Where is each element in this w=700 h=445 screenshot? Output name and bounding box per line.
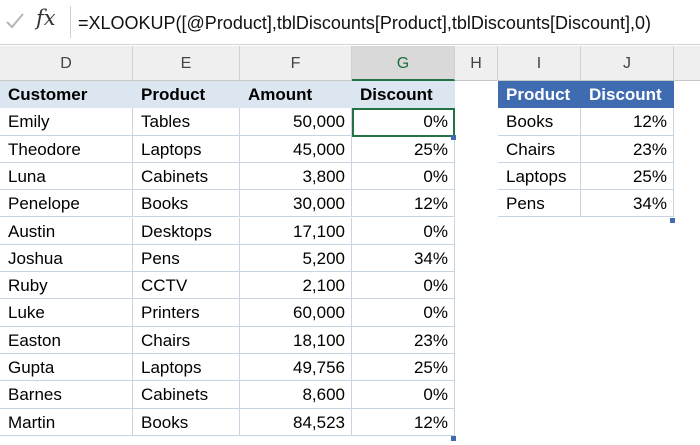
- header-amount[interactable]: Amount: [240, 81, 352, 109]
- column-header-g[interactable]: G: [352, 46, 455, 81]
- table-row: Austin Desktops 17,100 0%: [0, 217, 700, 245]
- cell-amount[interactable]: 30,000: [240, 190, 352, 218]
- cell-discount[interactable]: 25%: [352, 354, 455, 382]
- cell-amount[interactable]: 60,000: [240, 299, 352, 327]
- cell-discount[interactable]: 25%: [352, 135, 455, 163]
- discounts-cell-discount[interactable]: 12%: [581, 108, 674, 136]
- cell-product[interactable]: Laptops: [133, 135, 240, 163]
- formula-separator: [70, 6, 71, 38]
- table-resize-handle[interactable]: [451, 436, 456, 441]
- formula-controls: fx: [0, 0, 72, 45]
- header-product[interactable]: Product: [133, 81, 240, 109]
- cell-amount[interactable]: 84,523: [240, 408, 352, 436]
- fill-handle[interactable]: [451, 135, 456, 140]
- cell-product[interactable]: Tables: [133, 108, 240, 136]
- cell-customer[interactable]: Luna: [0, 162, 133, 191]
- cell-discount[interactable]: 12%: [352, 408, 455, 436]
- cell-discount[interactable]: 0%: [352, 162, 455, 191]
- table-row: Easton Chairs 18,100 23%: [0, 326, 700, 354]
- table-row: Penelope Books 30,000 12%: [0, 190, 700, 218]
- cell-discount[interactable]: 0%: [352, 381, 455, 409]
- header-discount[interactable]: Discount: [352, 81, 455, 109]
- cell-customer[interactable]: Luke: [0, 299, 133, 327]
- table-row: Ruby CCTV 2,100 0%: [0, 272, 700, 300]
- spreadsheet-grid: Customer Product Amount Discount Product…: [0, 81, 700, 445]
- cell-amount[interactable]: 18,100: [240, 326, 352, 354]
- cell-amount[interactable]: 8,600: [240, 381, 352, 409]
- cell-customer[interactable]: Penelope: [0, 190, 133, 218]
- cell-customer[interactable]: Theodore: [0, 135, 133, 163]
- cell-discount[interactable]: 0%: [352, 108, 455, 136]
- discounts-cell-discount[interactable]: 34%: [581, 190, 674, 218]
- cell-customer[interactable]: Gupta: [0, 354, 133, 382]
- cell-product[interactable]: Cabinets: [133, 162, 240, 191]
- column-header-h[interactable]: H: [455, 46, 498, 81]
- formula-input[interactable]: =XLOOKUP([@Product],tblDiscounts[Product…: [78, 13, 652, 33]
- column-header-f[interactable]: F: [240, 46, 352, 81]
- cell-amount[interactable]: 50,000: [240, 108, 352, 136]
- discounts-cell-discount[interactable]: 23%: [581, 135, 674, 163]
- cell-discount[interactable]: 12%: [352, 190, 455, 218]
- table-row: Martin Books 84,523 12%: [0, 408, 700, 436]
- cell-product[interactable]: Printers: [133, 299, 240, 327]
- cell-amount[interactable]: 2,100: [240, 272, 352, 300]
- table-row: Barnes Cabinets 8,600 0%: [0, 381, 700, 409]
- check-icon[interactable]: [4, 10, 26, 32]
- discounts-table-resize-handle[interactable]: [670, 218, 675, 223]
- discounts-header-product[interactable]: Product: [498, 81, 581, 109]
- cell-customer[interactable]: Barnes: [0, 381, 133, 409]
- table-row: Gupta Laptops 49,756 25%: [0, 354, 700, 382]
- formula-bar: fx =XLOOKUP([@Product],tblDiscounts[Prod…: [0, 0, 700, 45]
- discounts-cell-product[interactable]: Chairs: [498, 135, 581, 163]
- insert-function-icon[interactable]: fx: [36, 6, 56, 30]
- cell-customer[interactable]: Emily: [0, 108, 133, 136]
- cell-product[interactable]: Laptops: [133, 354, 240, 382]
- column-header-e[interactable]: E: [133, 46, 240, 81]
- cell-amount[interactable]: 17,100: [240, 217, 352, 245]
- column-header-d[interactable]: D: [0, 46, 133, 81]
- cell-product[interactable]: Chairs: [133, 326, 240, 354]
- cell-customer[interactable]: Easton: [0, 326, 133, 354]
- cell-product[interactable]: Desktops: [133, 217, 240, 245]
- cell-amount[interactable]: 3,800: [240, 162, 352, 191]
- table-row: Joshua Pens 5,200 34%: [0, 244, 700, 273]
- cell-customer[interactable]: Ruby: [0, 272, 133, 300]
- discounts-cell-product[interactable]: Laptops: [498, 162, 581, 191]
- cell-discount[interactable]: 23%: [352, 326, 455, 354]
- discounts-cell-discount[interactable]: 25%: [581, 162, 674, 191]
- cell-product[interactable]: Pens: [133, 244, 240, 273]
- column-header-j[interactable]: J: [581, 46, 674, 81]
- table-row: Theodore Laptops 45,000 25%: [0, 135, 700, 163]
- column-header-i[interactable]: I: [498, 46, 581, 81]
- discounts-cell-product[interactable]: Books: [498, 108, 581, 136]
- table-row: Emily Tables 50,000 0%: [0, 108, 700, 136]
- cell-customer[interactable]: Joshua: [0, 244, 133, 273]
- sales-table-header-row: Customer Product Amount Discount Product…: [0, 81, 700, 109]
- header-customer[interactable]: Customer: [0, 81, 133, 109]
- cell-amount[interactable]: 45,000: [240, 135, 352, 163]
- cell-customer[interactable]: Martin: [0, 408, 133, 436]
- cell-discount[interactable]: 0%: [352, 272, 455, 300]
- cell-customer[interactable]: Austin: [0, 217, 133, 245]
- cell-product[interactable]: Books: [133, 408, 240, 436]
- cell-amount[interactable]: 5,200: [240, 244, 352, 273]
- table-row: Luke Printers 60,000 0%: [0, 299, 700, 327]
- cell-discount[interactable]: 34%: [352, 244, 455, 273]
- cell-product[interactable]: Books: [133, 190, 240, 218]
- cell-product[interactable]: Cabinets: [133, 381, 240, 409]
- table-row: Luna Cabinets 3,800 0%: [0, 162, 700, 191]
- cell-discount[interactable]: 0%: [352, 299, 455, 327]
- cell-product[interactable]: CCTV: [133, 272, 240, 300]
- discounts-header-discount[interactable]: Discount: [581, 81, 674, 109]
- discounts-cell-product[interactable]: Pens: [498, 190, 581, 218]
- column-headers: D E F G H I J: [0, 46, 700, 81]
- cell-discount[interactable]: 0%: [352, 217, 455, 245]
- cell-amount[interactable]: 49,756: [240, 354, 352, 382]
